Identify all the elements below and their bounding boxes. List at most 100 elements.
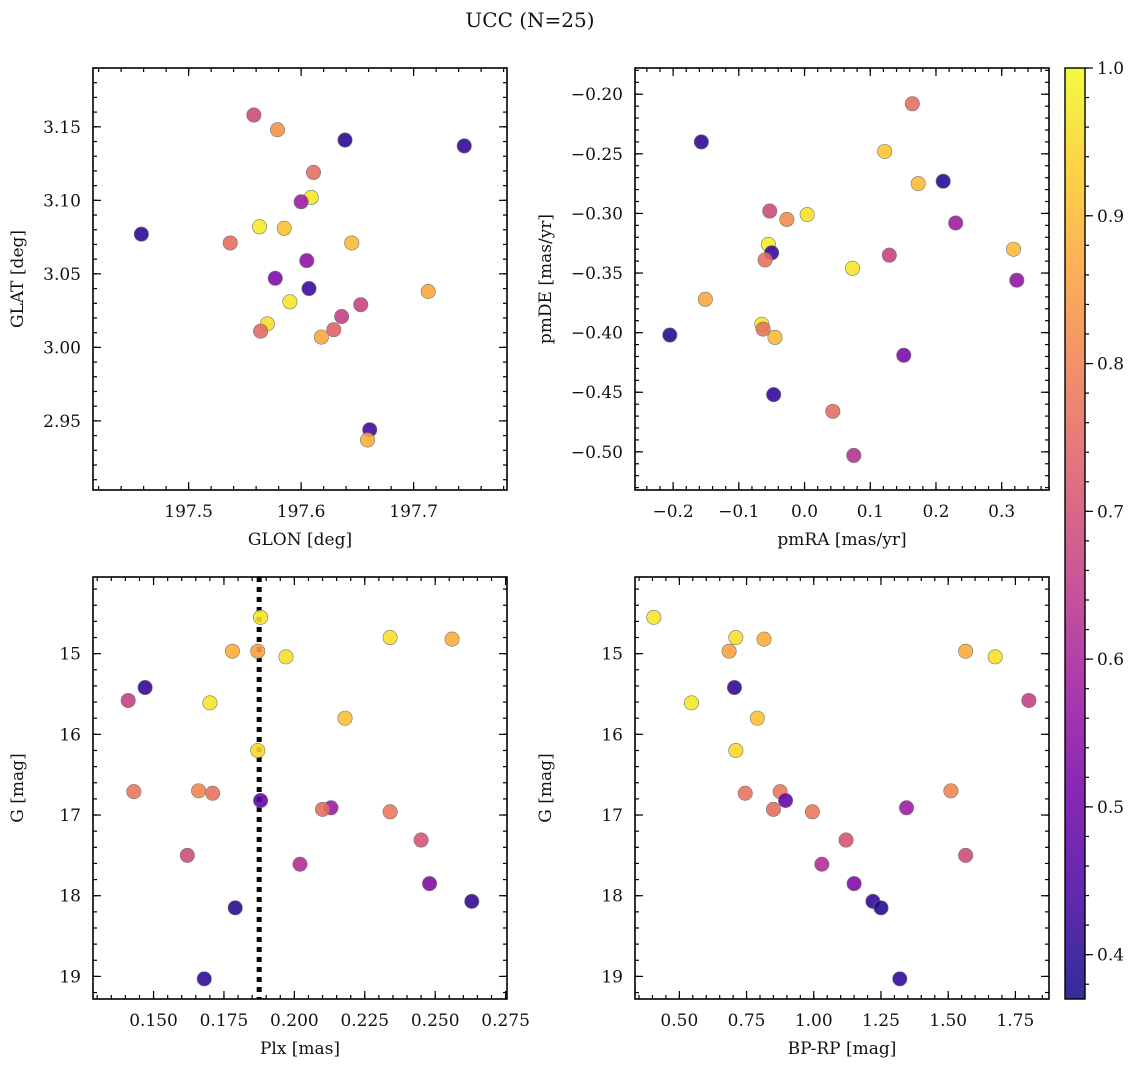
axes-frame <box>92 576 508 1000</box>
scatter-point <box>726 680 742 696</box>
scatter-point <box>246 107 262 123</box>
scatter-point <box>987 649 1003 665</box>
scatter-point <box>382 630 398 646</box>
y-tick-label: 3.05 <box>43 265 81 285</box>
y-tick-label: 17 <box>601 806 623 826</box>
scatter-point <box>765 801 781 817</box>
x-tick-label: 1.25 <box>862 1011 900 1031</box>
scatter-point <box>873 900 889 916</box>
x-tick-label: 0.1 <box>857 502 884 522</box>
x-tick-label: 0.150 <box>129 1011 178 1031</box>
scatter-point <box>299 253 315 269</box>
x-tick-label: 1.50 <box>929 1011 967 1031</box>
y-tick-label: 15 <box>601 645 623 665</box>
x-axis-label: Plx [mas] <box>260 1039 340 1059</box>
data-points <box>120 609 480 987</box>
scatter-point <box>767 329 783 345</box>
x-tick-label: 0.75 <box>728 1011 766 1031</box>
scatter-point <box>382 804 398 820</box>
x-tick-label: 0.3 <box>988 502 1015 522</box>
scatter-point <box>762 203 778 219</box>
axes-frame <box>92 67 508 491</box>
scatter-point <box>845 260 861 276</box>
figure-title: UCC (N=25) <box>465 8 594 32</box>
scatter-point <box>737 785 753 801</box>
scatter-point <box>799 207 815 223</box>
tick-marks <box>635 577 1049 999</box>
colorbar-tick-label: 0.8 <box>1097 355 1124 375</box>
colorbar-tick-label: 0.6 <box>1097 650 1124 670</box>
x-tick-label: 0.250 <box>411 1011 460 1031</box>
y-tick-label: 17 <box>59 806 81 826</box>
scatter-point <box>646 609 662 625</box>
scatter-point <box>958 643 974 659</box>
scatter-point <box>1021 692 1037 708</box>
x-tick-label: 0.200 <box>270 1011 319 1031</box>
scatter-point <box>881 247 897 263</box>
scatter-point <box>278 649 294 665</box>
scatter-point <box>196 971 212 987</box>
scatter-point <box>804 804 820 820</box>
scatter-point <box>697 291 713 307</box>
y-tick-label: 19 <box>601 967 623 987</box>
scatter-point <box>282 294 298 310</box>
y-tick-label: 18 <box>59 887 81 907</box>
x-tick-label: 1.00 <box>795 1011 833 1031</box>
scatter-point <box>334 308 350 324</box>
scatter-point <box>846 447 862 463</box>
scatter-point <box>227 900 243 916</box>
scatter-point <box>222 235 238 251</box>
scatter-point <box>846 876 862 892</box>
colorbar-tick-label: 0.9 <box>1097 207 1124 227</box>
scatter-point <box>948 215 964 231</box>
scatter-point <box>1009 272 1025 288</box>
scatter-point <box>904 96 920 112</box>
scatter-point <box>958 847 974 863</box>
scatter-point <box>179 847 195 863</box>
x-tick-label: 0.275 <box>481 1011 530 1031</box>
data-points <box>662 96 1025 463</box>
y-tick-label: −0.25 <box>571 145 623 165</box>
scatter-point <box>120 692 136 708</box>
scatter-point <box>126 784 142 800</box>
scatter-point <box>252 219 268 235</box>
y-tick-label: 16 <box>601 725 623 745</box>
panel-bottom-left: 0.150 0.175 0.200 0.225 0.250 0.275 15 16 17 18 19… <box>8 576 530 1059</box>
axes-frame <box>634 576 1050 1000</box>
x-tick-label: 1.75 <box>996 1011 1034 1031</box>
scatter-point <box>766 387 782 403</box>
tick-marks <box>635 68 1049 490</box>
scatter-point <box>250 742 266 758</box>
scatter-point <box>253 793 269 809</box>
colorbar-tick-label: 0.5 <box>1097 798 1124 818</box>
colorbar-tick-label: 0.4 <box>1097 946 1124 966</box>
y-tick-label: 2.95 <box>43 412 81 432</box>
y-tick-label: 19 <box>59 967 81 987</box>
scatter-point <box>420 283 436 299</box>
scatter-point <box>305 164 321 180</box>
x-tick-label: 197.6 <box>277 502 326 522</box>
y-tick-label: −0.50 <box>571 443 623 463</box>
scatter-point <box>721 643 737 659</box>
scatter-point <box>910 176 926 192</box>
scatter-point <box>838 832 854 848</box>
tick-marks <box>93 577 507 999</box>
scatter-point <box>337 132 353 148</box>
y-tick-label: −0.45 <box>571 383 623 403</box>
x-tick-label: 0.50 <box>660 1011 698 1031</box>
scatter-point <box>313 329 329 345</box>
colorbar-gradient <box>1064 67 1086 1000</box>
x-axis-label: GLON [deg] <box>248 530 352 550</box>
axes-frame <box>634 67 1050 491</box>
scatter-point <box>755 321 771 337</box>
scatter-point <box>444 631 460 647</box>
scatter-point <box>892 971 908 987</box>
colorbar-tick-label: 1.0 <box>1097 59 1124 79</box>
scatter-point <box>315 801 331 817</box>
scatter-point <box>456 138 472 154</box>
x-tick-label: 197.7 <box>389 502 438 522</box>
scatter-point <box>292 856 308 872</box>
x-axis-label: pmRA [mas/yr] <box>777 530 906 550</box>
scatter-point <box>353 297 369 313</box>
